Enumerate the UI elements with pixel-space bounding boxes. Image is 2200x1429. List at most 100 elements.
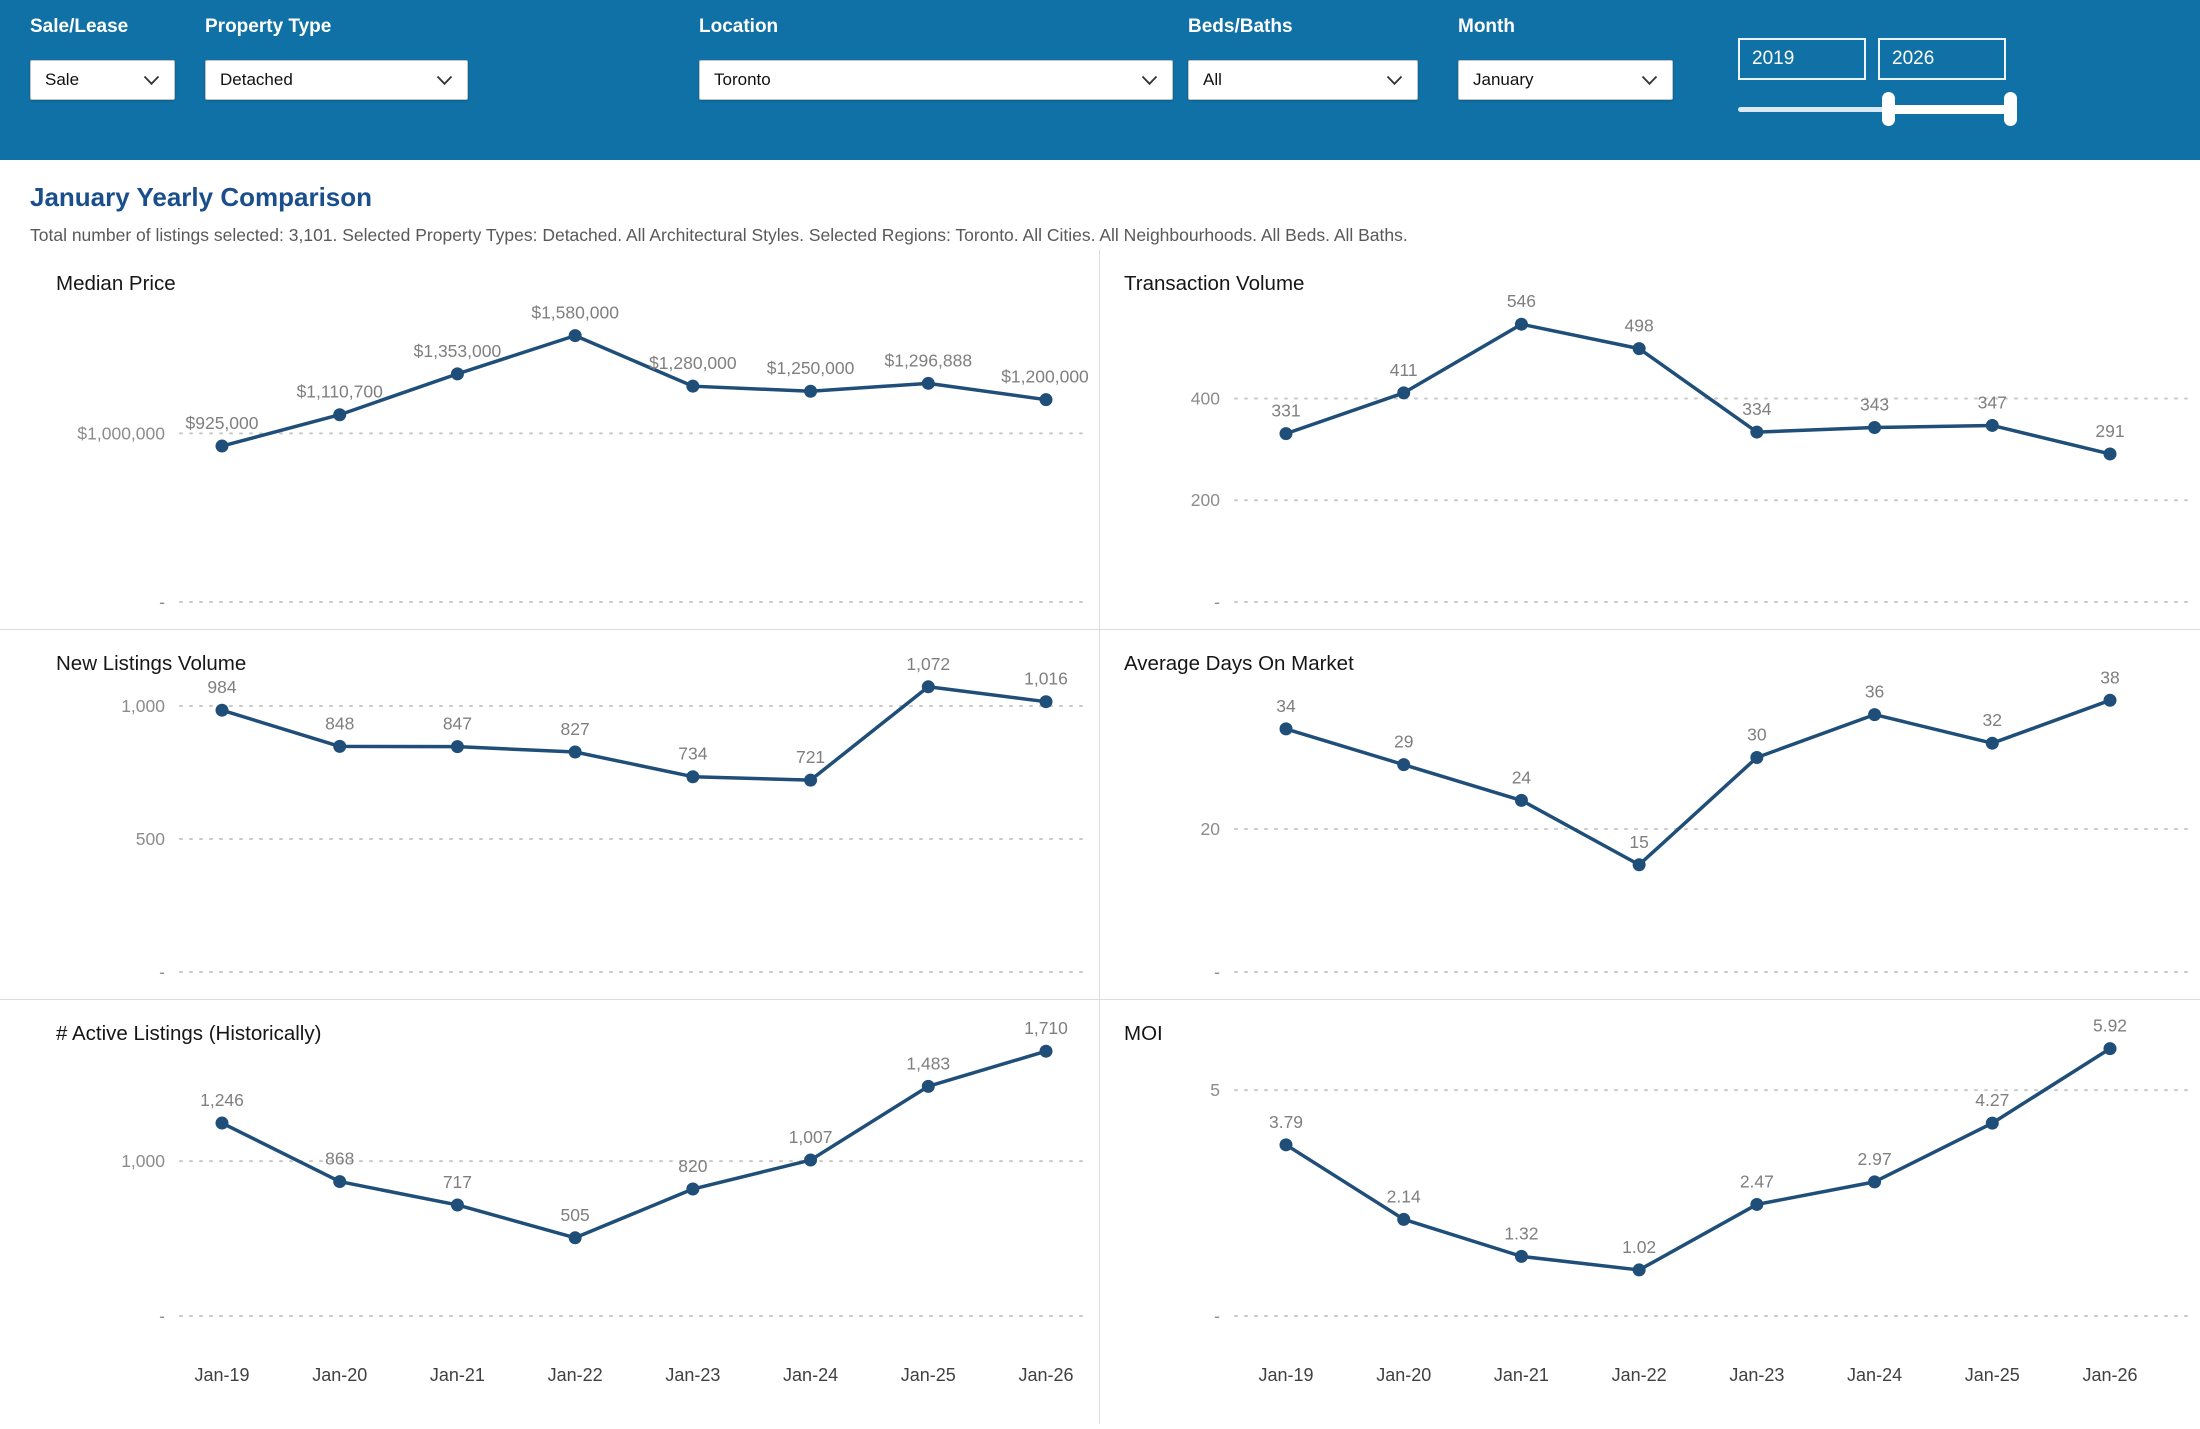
- filter-bar: Sale/Lease Sale Property Type Detached L…: [0, 0, 2200, 160]
- svg-text:$1,200,000: $1,200,000: [1001, 367, 1089, 387]
- svg-text:Jan-19: Jan-19: [194, 1365, 249, 1385]
- svg-text:Jan-20: Jan-20: [1376, 1365, 1431, 1385]
- chart-panel-median-price: $1,000,000 - $925,000 $1,110,700 $1,353,000 $…: [0, 250, 1100, 630]
- chart-title: Median Price: [56, 272, 176, 295]
- slider-handle-end[interactable]: [2004, 92, 2017, 126]
- svg-text:Jan-21: Jan-21: [430, 1365, 485, 1385]
- svg-text:1,000: 1,000: [121, 696, 165, 716]
- svg-text:331: 331: [1271, 401, 1300, 421]
- month-value: January: [1473, 70, 1534, 89]
- svg-text:$1,000,000: $1,000,000: [77, 423, 165, 443]
- svg-text:Jan-26: Jan-26: [1018, 1365, 1073, 1385]
- year-range-slider-track[interactable]: [1738, 107, 2012, 112]
- svg-text:-: -: [159, 962, 165, 982]
- svg-text:20: 20: [1201, 819, 1221, 839]
- chart-panel-average-days-on-market: 20 - 34 29 24 15 30 36 32 38 Average Days On Mark…: [1100, 630, 2200, 1000]
- svg-text:38: 38: [2100, 667, 2119, 687]
- svg-text:505: 505: [561, 1205, 590, 1225]
- svg-text:Jan-19: Jan-19: [1258, 1365, 1313, 1385]
- location-label: Location: [699, 16, 779, 37]
- svg-text:1,000: 1,000: [121, 1151, 165, 1171]
- svg-text:Jan-22: Jan-22: [1612, 1365, 1667, 1385]
- chart-panel-new-listings-volume: 1,000 500 - 984 848 847 827 734 721 1,072 1,016 Ne…: [0, 630, 1100, 1000]
- svg-text:$1,296,888: $1,296,888: [884, 350, 972, 370]
- page-title: January Yearly Comparison: [30, 182, 373, 212]
- svg-text:Jan-20: Jan-20: [312, 1365, 367, 1385]
- svg-text:1,072: 1,072: [906, 654, 950, 674]
- chart-title: Transaction Volume: [1124, 272, 1305, 295]
- sale-lease-value: Sale: [45, 70, 80, 89]
- chart-canvas: 5 - 3.79 2.14 1.32 1.02 2.47 2.97 4.27 5.92 Jan-19…: [1100, 1000, 2200, 1429]
- month-dropdown[interactable]: January: [1458, 60, 1673, 100]
- year-range-slider-selected-range[interactable]: [1888, 105, 2012, 114]
- svg-text:Jan-26: Jan-26: [2082, 1365, 2137, 1385]
- svg-text:868: 868: [325, 1149, 354, 1169]
- svg-text:29: 29: [1394, 732, 1413, 752]
- svg-text:347: 347: [1978, 392, 2007, 412]
- svg-text:Jan-25: Jan-25: [901, 1365, 956, 1385]
- chart-canvas: $1,000,000 - $925,000 $1,110,700 $1,353,000 $…: [0, 250, 1100, 635]
- svg-text:1,710: 1,710: [1024, 1018, 1068, 1038]
- svg-text:$1,353,000: $1,353,000: [414, 341, 502, 361]
- chart-title: MOI: [1124, 1022, 1163, 1045]
- svg-text:411: 411: [1390, 360, 1418, 380]
- charts-grid: $1,000,000 - $925,000 $1,110,700 $1,353,000 $…: [0, 250, 2200, 1424]
- svg-text:498: 498: [1625, 316, 1654, 336]
- chevron-down-icon: [1641, 75, 1658, 86]
- svg-text:-: -: [1214, 592, 1220, 612]
- svg-text:734: 734: [678, 744, 707, 764]
- svg-text:15: 15: [1629, 832, 1648, 852]
- slider-handle-start[interactable]: [1882, 92, 1895, 126]
- svg-text:820: 820: [678, 1156, 707, 1176]
- svg-text:400: 400: [1191, 388, 1220, 408]
- svg-text:32: 32: [1983, 710, 2002, 730]
- location-dropdown[interactable]: Toronto: [699, 60, 1173, 100]
- svg-text:1,007: 1,007: [789, 1127, 833, 1147]
- chevron-down-icon: [1386, 75, 1403, 86]
- svg-text:34: 34: [1276, 696, 1296, 716]
- svg-text:717: 717: [443, 1172, 472, 1192]
- svg-text:$1,280,000: $1,280,000: [649, 353, 737, 373]
- svg-text:1,016: 1,016: [1024, 669, 1068, 689]
- svg-text:Jan-21: Jan-21: [1494, 1365, 1549, 1385]
- svg-text:2.97: 2.97: [1858, 1149, 1892, 1169]
- svg-text:Jan-23: Jan-23: [1729, 1365, 1784, 1385]
- svg-text:1,246: 1,246: [200, 1090, 244, 1110]
- chart-canvas: 1,000 500 - 984 848 847 827 734 721 1,072 1,016: [0, 630, 1100, 1005]
- svg-text:Jan-23: Jan-23: [665, 1365, 720, 1385]
- svg-text:848: 848: [325, 713, 354, 733]
- svg-text:1.02: 1.02: [1622, 1237, 1656, 1257]
- month-label: Month: [1458, 16, 1515, 37]
- svg-text:5: 5: [1210, 1080, 1220, 1100]
- listing-summary: Total number of listings selected: 3,101…: [30, 225, 1408, 245]
- svg-text:847: 847: [443, 714, 472, 734]
- property-type-dropdown[interactable]: Detached: [205, 60, 468, 100]
- svg-text:Jan-22: Jan-22: [548, 1365, 603, 1385]
- property-type-label: Property Type: [205, 16, 332, 37]
- year-start-input[interactable]: 2019: [1738, 38, 1866, 80]
- svg-text:5.92: 5.92: [2093, 1016, 2127, 1036]
- svg-text:-: -: [1214, 1306, 1220, 1326]
- svg-text:1.32: 1.32: [1504, 1223, 1538, 1243]
- chevron-down-icon: [1141, 75, 1158, 86]
- svg-text:Jan-24: Jan-24: [1847, 1365, 1902, 1385]
- svg-text:291: 291: [2095, 421, 2124, 441]
- beds-baths-dropdown[interactable]: All: [1188, 60, 1418, 100]
- location-value: Toronto: [714, 70, 771, 89]
- svg-text:546: 546: [1507, 291, 1536, 311]
- svg-text:1,483: 1,483: [906, 1053, 950, 1073]
- year-end-input[interactable]: 2026: [1878, 38, 2006, 80]
- svg-text:-: -: [159, 1306, 165, 1326]
- svg-text:-: -: [1214, 962, 1220, 982]
- beds-baths-label: Beds/Baths: [1188, 16, 1293, 37]
- svg-text:721: 721: [796, 747, 825, 767]
- svg-text:Jan-24: Jan-24: [783, 1365, 838, 1385]
- chart-canvas: 400 200 - 331 411 546 498 334 343 347 291: [1100, 250, 2200, 635]
- svg-text:500: 500: [136, 829, 165, 849]
- chart-panel-transaction-volume: 400 200 - 331 411 546 498 334 343 347 291 Transact…: [1100, 250, 2200, 630]
- beds-baths-value: All: [1203, 70, 1222, 89]
- svg-text:$925,000: $925,000: [186, 413, 259, 433]
- svg-text:827: 827: [561, 719, 590, 739]
- property-type-value: Detached: [220, 70, 293, 89]
- sale-lease-dropdown[interactable]: Sale: [30, 60, 175, 100]
